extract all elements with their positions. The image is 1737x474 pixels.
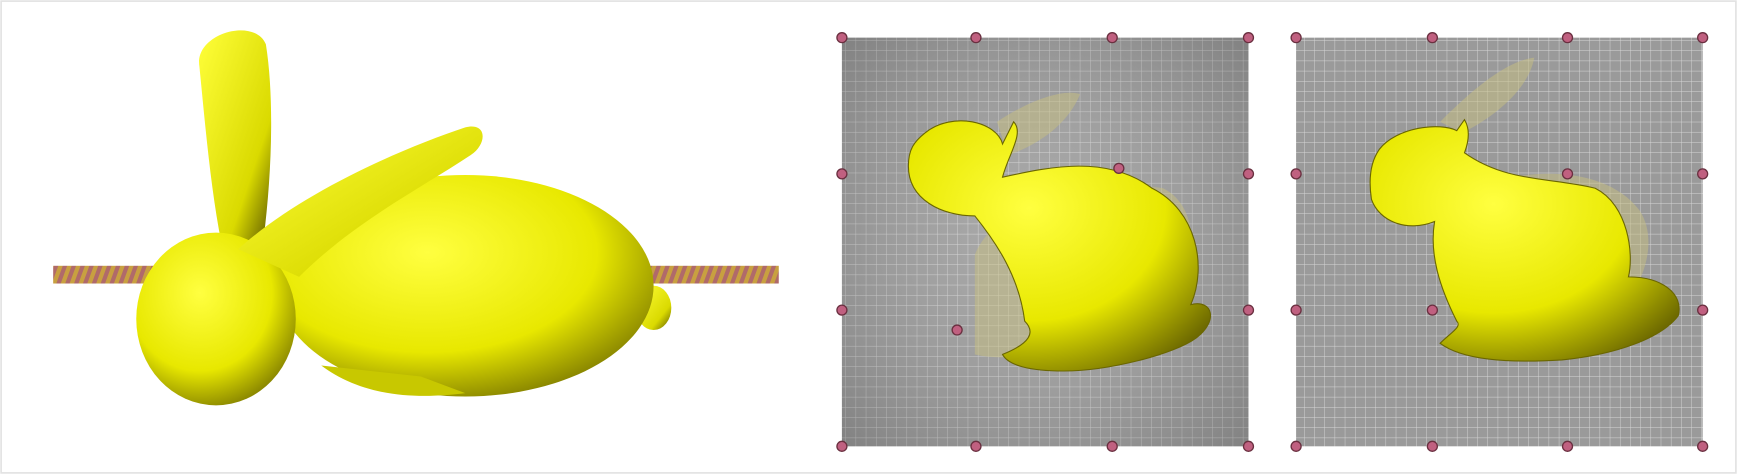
control-points [1290,32,1709,452]
ear-up [199,30,272,244]
ear-lying [238,126,483,277]
left-bunny [53,30,779,406]
deformed-panel [836,32,1255,452]
bunny [907,120,1212,372]
original-panel [1290,32,1709,452]
head [136,232,296,406]
bunny [1369,118,1680,362]
paw [321,365,466,396]
control-points [836,32,1255,452]
body [276,174,654,397]
